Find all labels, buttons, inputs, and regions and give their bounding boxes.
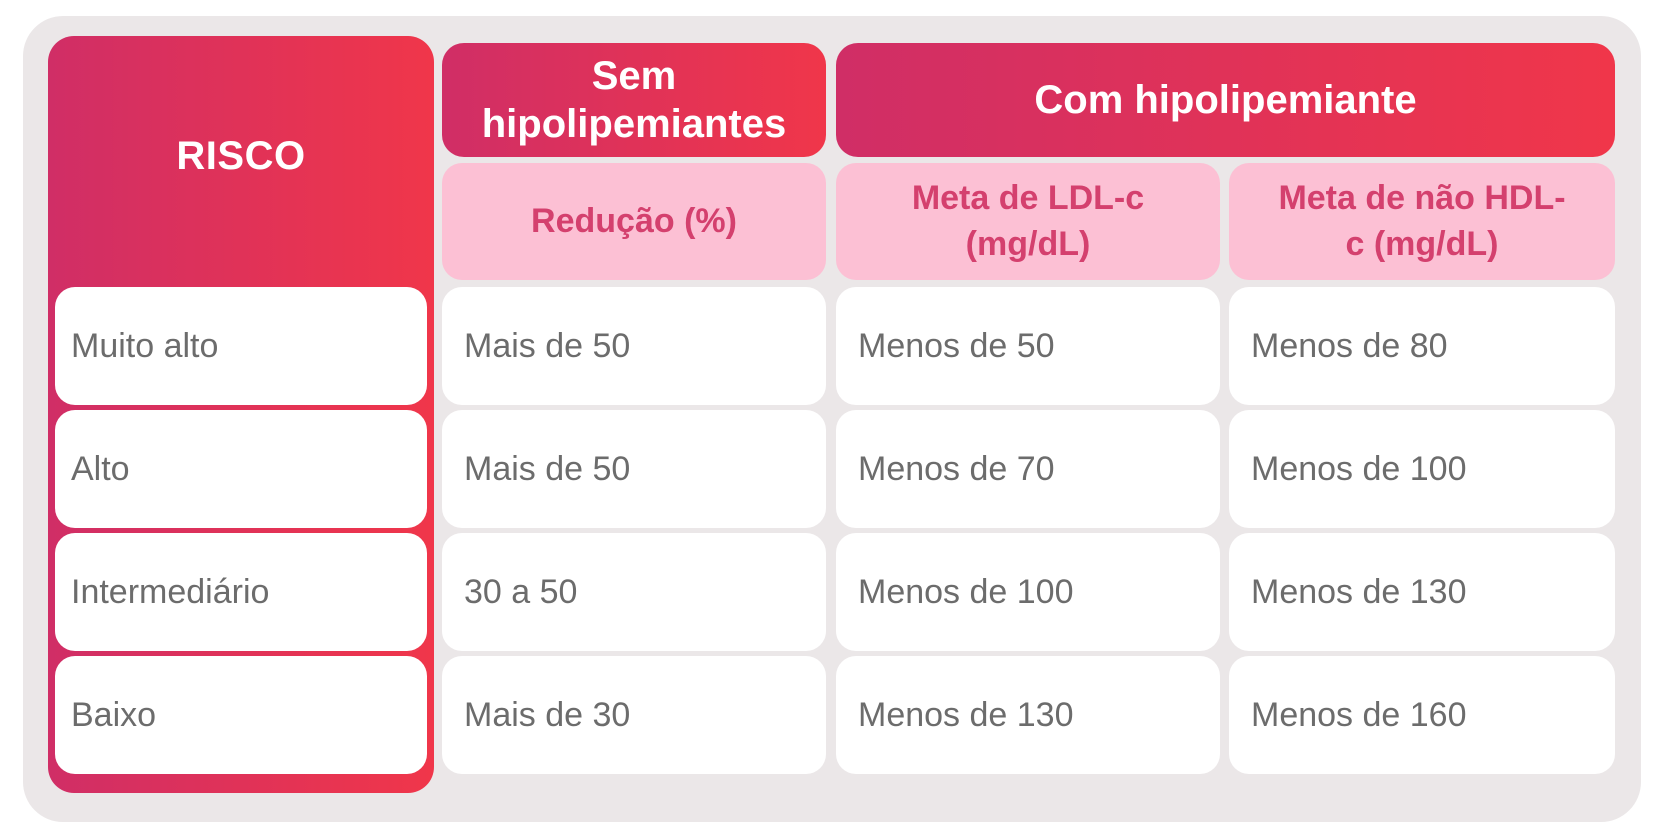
table-cell-ldl: Menos de 50: [836, 287, 1220, 405]
risk-cell: Alto: [55, 410, 427, 528]
table-cell-non-hdl: Menos de 80: [1229, 287, 1615, 405]
table-cell-ldl: Menos de 130: [836, 656, 1220, 774]
table-cell-ldl: Menos de 70: [836, 410, 1220, 528]
risk-cell: Intermediário: [55, 533, 427, 651]
table-cell-reduction: Mais de 50: [442, 287, 826, 405]
risk-cell: Baixo: [55, 656, 427, 774]
header-with-lipid-lowering: Com hipolipemiante: [836, 43, 1615, 157]
table-cell-reduction: Mais de 30: [442, 656, 826, 774]
table-cell-ldl: Menos de 100: [836, 533, 1220, 651]
subheader-reduction: Redução (%): [442, 163, 826, 280]
table-cell-non-hdl: Menos de 130: [1229, 533, 1615, 651]
risk-cell: Muito alto: [55, 287, 427, 405]
subheader-non-hdl-target: Meta de não HDL-c (mg/dL): [1229, 163, 1615, 280]
table-cell-reduction: 30 a 50: [442, 533, 826, 651]
table-cell-non-hdl: Menos de 160: [1229, 656, 1615, 774]
table-cell-non-hdl: Menos de 100: [1229, 410, 1615, 528]
table-cell-reduction: Mais de 50: [442, 410, 826, 528]
risk-header: RISCO: [176, 133, 306, 178]
header-without-lipid-lowering: Sem hipolipemiantes: [442, 43, 826, 157]
subheader-ldl-target: Meta de LDL-c (mg/dL): [836, 163, 1220, 280]
